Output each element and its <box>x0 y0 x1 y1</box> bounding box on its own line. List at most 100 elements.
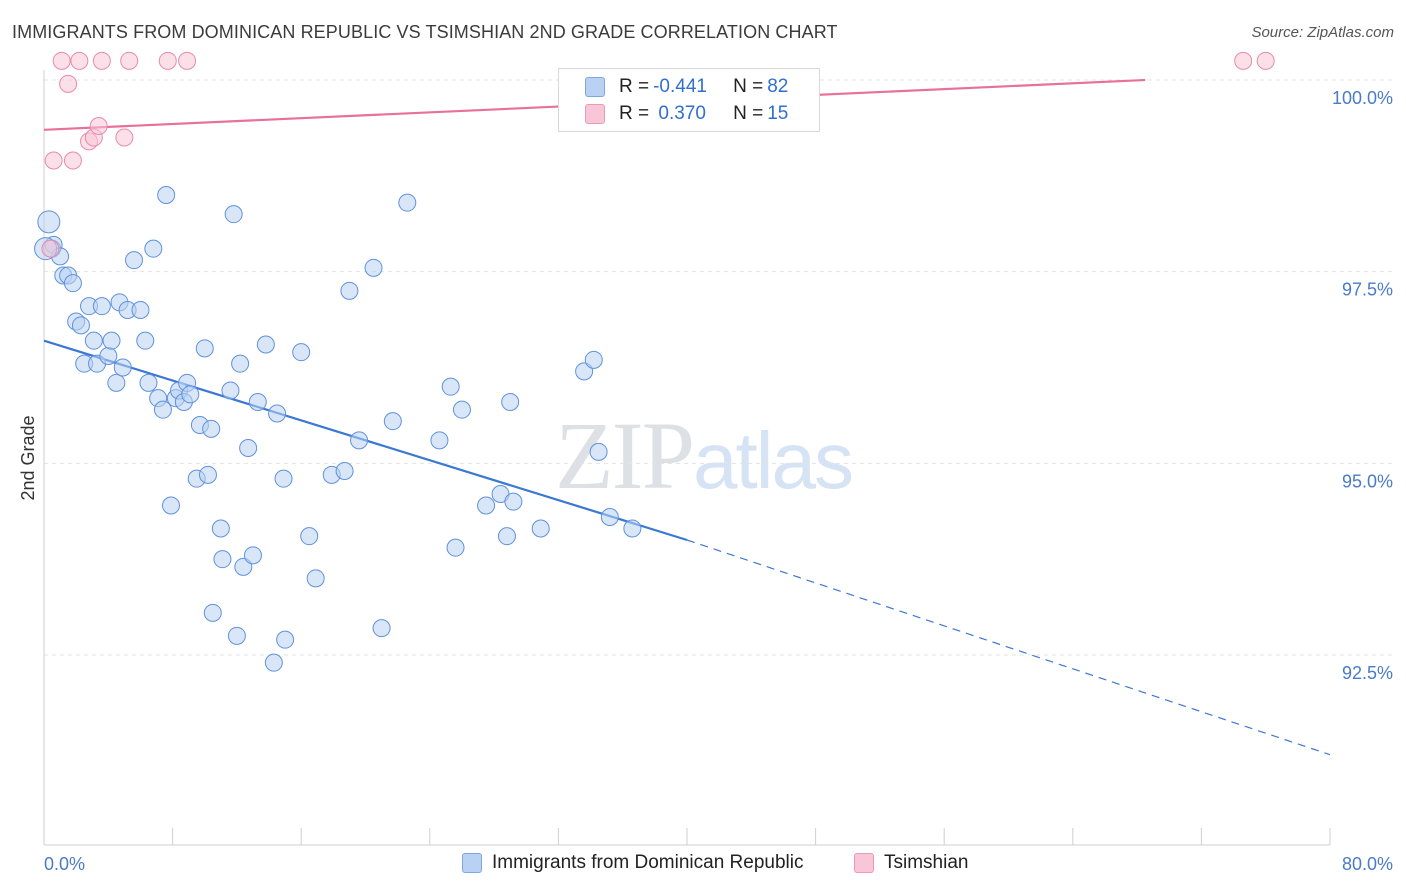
y-axis-title: 2nd Grade <box>18 415 38 500</box>
point-pink-12 <box>158 51 177 70</box>
point-blue-65 <box>398 193 417 212</box>
point-blue-61 <box>350 431 369 450</box>
legend-pink-r-label: R = <box>619 103 650 124</box>
point-blue-73 <box>501 393 520 411</box>
series-legend-label-pink: Tsimshian <box>884 852 969 873</box>
legend-pink-r-value: 0.370 <box>653 103 706 124</box>
point-blue-63 <box>372 619 391 638</box>
point-blue-70 <box>477 496 496 515</box>
point-blue-13 <box>92 297 111 316</box>
point-blue-36 <box>195 339 214 358</box>
point-blue-74 <box>504 492 523 511</box>
point-pink-10 <box>115 128 134 147</box>
point-blue-37 <box>198 465 217 484</box>
legend-swatch-pink <box>585 104 605 124</box>
point-blue-11 <box>84 331 103 350</box>
series-legend-item-pink[interactable]: Tsimshian <box>854 852 968 874</box>
point-blue-79 <box>600 508 619 526</box>
point-blue-47 <box>239 439 258 457</box>
point-blue-54 <box>276 630 295 649</box>
tick-labels: 100.0% 97.5% 95.0% 92.5% 0.0% 80.0% <box>44 88 1393 874</box>
point-blue-26 <box>153 400 172 419</box>
point-blue-45 <box>231 354 250 373</box>
point-blue-41 <box>213 550 232 569</box>
point-pink-15 <box>1256 51 1275 70</box>
legend-row-blue: R = -0.441 N = 82 <box>559 73 788 101</box>
point-blue-33 <box>181 385 200 404</box>
watermark-atlas: atlas <box>693 416 854 505</box>
point-blue-27 <box>157 186 176 204</box>
point-blue-77 <box>584 350 603 369</box>
point-pink-9 <box>92 51 111 70</box>
point-blue-68 <box>446 538 465 557</box>
point-blue-21 <box>131 301 150 319</box>
y-tick-label-3: 92.5% <box>1342 663 1393 683</box>
legend-blue-n-value: 82 <box>767 76 789 97</box>
point-blue-18 <box>113 358 132 377</box>
legend-swatch-blue <box>585 77 605 97</box>
series-pink-points <box>41 51 1275 258</box>
point-blue-64 <box>383 412 402 431</box>
point-pink-14 <box>1234 51 1253 70</box>
source-label: Source: ZipAtlas.com <box>1251 24 1394 41</box>
axes <box>43 70 1331 846</box>
point-blue-46 <box>234 557 253 576</box>
point-pink-4 <box>63 151 82 170</box>
point-blue-15 <box>102 331 121 350</box>
point-blue-44 <box>227 626 246 645</box>
point-blue-72 <box>497 527 516 546</box>
point-pink-5 <box>70 51 89 70</box>
series-legend: Immigrants from Dominican Republic Tsims… <box>0 852 1406 876</box>
point-blue-43 <box>224 205 243 224</box>
series-legend-swatch-blue <box>462 853 482 873</box>
legend-blue-r-label: R = <box>619 76 650 97</box>
point-pink-8 <box>89 117 108 135</box>
point-blue-60 <box>340 281 359 300</box>
point-blue-48 <box>243 546 262 565</box>
point-blue-28 <box>161 496 180 515</box>
point-blue-23 <box>139 373 158 392</box>
point-blue-80 <box>623 519 642 538</box>
series-legend-item-blue[interactable]: Immigrants from Dominican Republic <box>462 852 804 874</box>
point-pink-11 <box>120 51 139 70</box>
x-tick-label-max: 80.0% <box>1342 854 1393 874</box>
point-blue-76 <box>575 362 594 381</box>
point-pink-0 <box>41 239 60 258</box>
y-tick-label-2: 95.0% <box>1342 471 1393 491</box>
point-blue-55 <box>292 343 311 362</box>
point-blue-52 <box>268 404 287 423</box>
x-tick-label-min: 0.0% <box>44 854 85 874</box>
point-blue-20 <box>125 251 144 270</box>
series-blue-points <box>34 186 642 672</box>
point-blue-38 <box>202 419 221 438</box>
point-blue-66 <box>430 431 449 450</box>
trendlines <box>43 78 1331 756</box>
point-pink-3 <box>59 74 78 93</box>
point-blue-75 <box>531 519 550 538</box>
watermark-zip: ZIP <box>555 402 695 509</box>
point-pink-13 <box>178 51 197 70</box>
series-legend-label-blue: Immigrants from Dominican Republic <box>492 852 804 873</box>
point-blue-14 <box>99 347 118 365</box>
point-blue-53 <box>274 469 293 488</box>
point-blue-57 <box>306 569 325 588</box>
point-blue-51 <box>264 653 283 672</box>
legend-row-pink: R = 0.370 N = 15 <box>559 100 788 128</box>
point-blue-24 <box>144 239 163 258</box>
point-blue-56 <box>300 527 319 546</box>
point-blue-39 <box>203 603 222 622</box>
legend-pink-n-value: 15 <box>767 103 789 124</box>
point-blue-69 <box>452 400 471 419</box>
point-blue-50 <box>256 335 275 354</box>
trendline-blue-dashed <box>686 539 1331 756</box>
chart-title: IMMIGRANTS FROM DOMINICAN REPUBLIC VS TS… <box>12 22 838 42</box>
point-pink-2 <box>52 51 71 70</box>
point-blue-8 <box>71 316 90 335</box>
series-legend-swatch-pink <box>854 853 874 873</box>
point-blue-62 <box>364 258 383 277</box>
point-blue-6 <box>63 274 82 293</box>
point-blue-49 <box>248 393 267 411</box>
point-blue-40 <box>211 519 230 538</box>
y-tick-label-0: 100.0% <box>1332 88 1393 108</box>
